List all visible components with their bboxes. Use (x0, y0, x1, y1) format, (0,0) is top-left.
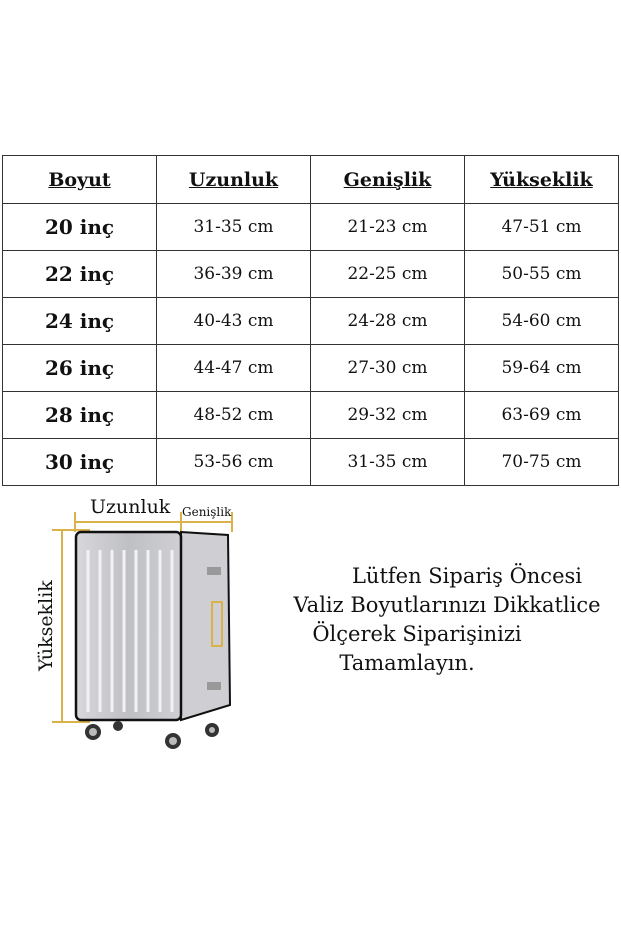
dimension-cell: 21-23 cm (310, 203, 465, 251)
size-cell: 26 inç (2, 344, 157, 392)
table-row: 30 inç 53-56 cm 31-35 cm 70-75 cm (2, 438, 619, 486)
table-header-row: Boyut Uzunluk Genişlik Yükseklik (2, 155, 619, 204)
table-row: 22 inç 36-39 cm 22-25 cm 50-55 cm (2, 250, 619, 298)
table-row: 24 inç 40-43 cm 24-28 cm 54-60 cm (2, 297, 619, 345)
dimension-cell: 54-60 cm (464, 297, 619, 345)
suitcase-illustration (52, 512, 233, 749)
header-genislik: Genişlik (310, 155, 465, 204)
table-row: 20 inç 31-35 cm 21-23 cm 47-51 cm (2, 203, 619, 251)
dimension-cell: 47-51 cm (464, 203, 619, 251)
dimension-cell: 24-28 cm (310, 297, 465, 345)
dimension-cell: 27-30 cm (310, 344, 465, 392)
size-cell: 20 inç (2, 203, 157, 251)
size-cell: 22 inç (2, 250, 157, 298)
dimension-cell: 50-55 cm (464, 250, 619, 298)
measure-guides (52, 512, 233, 723)
dimension-cell: 31-35 cm (310, 438, 465, 486)
dimension-cell: 40-43 cm (156, 297, 311, 345)
table-row: 26 inç 44-47 cm 27-30 cm 59-64 cm (2, 344, 619, 392)
size-cell: 30 inç (2, 438, 157, 486)
dimension-cell: 36-39 cm (156, 250, 311, 298)
dimension-cell: 29-32 cm (310, 391, 465, 439)
suitcase-diagram: Uzunluk Genişlik Yükseklik (0, 490, 250, 760)
note-line: Valiz Boyutlarınızı Dikkatlice (293, 593, 601, 617)
dimension-cell: 63-69 cm (464, 391, 619, 439)
note-line: Lütfen Sipariş Öncesi (351, 564, 582, 588)
dimension-cell: 44-47 cm (156, 344, 311, 392)
height-label: Yükseklik (35, 580, 57, 671)
dimension-cell: 59-64 cm (464, 344, 619, 392)
header-uzunluk: Uzunluk (156, 155, 311, 204)
dimension-cell: 48-52 cm (156, 391, 311, 439)
size-table: Boyut Uzunluk Genişlik Yükseklik 20 inç 3… (2, 155, 619, 486)
order-note: Lütfen Sipariş Öncesi Valiz Boyutlarınız… (262, 562, 621, 678)
length-label: Uzunluk (90, 496, 171, 518)
dimension-cell: 53-56 cm (156, 438, 311, 486)
dimension-cell: 22-25 cm (310, 250, 465, 298)
size-cell: 24 inç (2, 297, 157, 345)
width-label: Genişlik (182, 505, 232, 519)
note-line: Tamamlayın. (339, 651, 475, 675)
header-boyut: Boyut (2, 155, 157, 204)
table-row: 28 inç 48-52 cm 29-32 cm 63-69 cm (2, 391, 619, 439)
header-yukseklik: Yükseklik (464, 155, 619, 204)
dimension-cell: 70-75 cm (464, 438, 619, 486)
dimension-cell: 31-35 cm (156, 203, 311, 251)
size-cell: 28 inç (2, 391, 157, 439)
note-line: Ölçerek Siparişinizi (312, 622, 522, 646)
